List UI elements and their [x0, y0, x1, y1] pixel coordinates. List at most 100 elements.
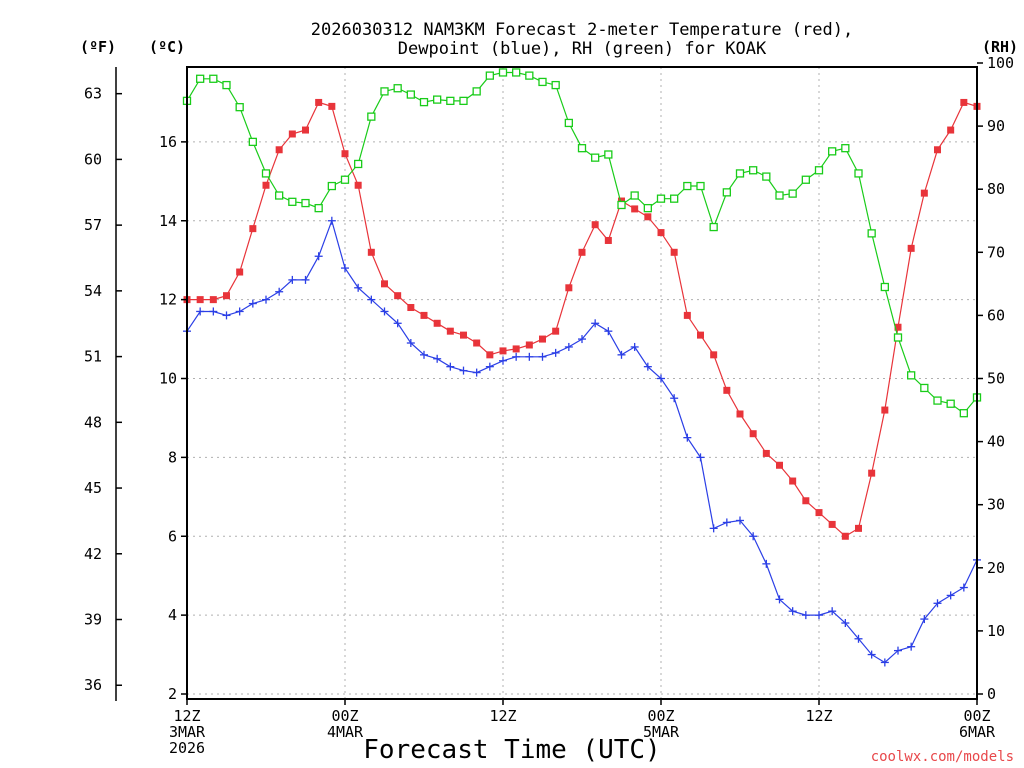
dewpoint-point — [196, 307, 205, 316]
dewpoint-point — [538, 352, 547, 361]
rh-point — [591, 153, 600, 162]
celsius-tick-label: 2 — [168, 685, 177, 703]
temperature-point — [394, 292, 402, 300]
temperature-point — [960, 98, 968, 106]
dewpoint-point — [683, 433, 692, 442]
rh-point — [564, 118, 573, 128]
rh-point — [933, 396, 942, 405]
temperature-point — [670, 248, 678, 256]
rh-point — [775, 191, 784, 200]
dewpoint-point — [709, 524, 718, 533]
rh-line — [186, 71, 978, 415]
dewpoint-point — [380, 307, 389, 316]
celsius-axis-unit: (ºC) — [149, 38, 185, 56]
dewpoint-line — [186, 218, 978, 664]
rh-point — [617, 200, 626, 210]
dewpoint-point — [946, 591, 955, 600]
temperature-point — [802, 497, 810, 505]
rh-point — [512, 68, 521, 77]
dewpoint-point — [564, 342, 573, 351]
rh-point — [670, 194, 679, 203]
rh-tick-label: 80 — [987, 180, 1005, 198]
x-axis-title: Forecast Time (UTC) — [363, 735, 660, 765]
x-tick-label: 00Z — [647, 707, 674, 725]
temperature-point — [631, 205, 639, 213]
temperature-point — [710, 351, 718, 359]
temperature-point — [249, 225, 257, 233]
dewpoint-point — [736, 516, 744, 525]
rh-point — [762, 172, 771, 181]
dewpoint-point — [420, 350, 428, 359]
temperature-point — [512, 345, 520, 353]
temperature-point — [776, 461, 783, 469]
rh-point — [446, 96, 455, 106]
rh-point — [709, 222, 718, 232]
temperature-point — [841, 532, 849, 540]
rh-point — [867, 229, 876, 238]
rh-point — [907, 371, 916, 380]
rh-tick-label: 70 — [987, 243, 1005, 261]
dewpoint-point — [472, 368, 481, 377]
rh-point — [630, 191, 639, 200]
dewpoint-point — [275, 287, 284, 296]
temperature-point — [275, 146, 283, 154]
fahrenheit-tick-label: 57 — [84, 216, 102, 234]
temperature-point — [328, 102, 336, 110]
dewpoint-point — [894, 646, 902, 655]
rh-point — [788, 189, 797, 198]
rh-point — [275, 191, 284, 200]
rh-point — [577, 144, 587, 153]
rh-point — [472, 87, 481, 96]
dewpoint-point — [209, 307, 218, 316]
celsius-tick-label: 6 — [168, 527, 177, 545]
gridlines — [187, 67, 977, 699]
dewpoint-point — [630, 342, 639, 351]
temperature-point — [697, 331, 704, 339]
axes: 2 4 6 8 10 12 14 16 36 39 42 45 48 51 54 57 60 63 0 10 20 30 4… — [84, 54, 1014, 757]
credit-link[interactable]: coolwx.com/models — [871, 749, 1014, 765]
temperature-line — [187, 101, 978, 538]
fahrenheit-tick-label: 60 — [84, 150, 102, 168]
celsius-tick-label: 8 — [168, 448, 177, 466]
dewpoint-point — [604, 327, 613, 336]
rh-point — [485, 71, 494, 80]
temperature-point — [473, 339, 481, 347]
temperature-point — [262, 181, 270, 189]
rh-point — [301, 198, 310, 208]
x-tick-label: 12Z — [173, 707, 200, 725]
dewpoint-point — [933, 599, 942, 608]
dewpoint-point — [341, 264, 349, 273]
dewpoint-point — [828, 607, 837, 616]
dewpoint-point — [235, 307, 244, 316]
rh-point — [235, 103, 244, 112]
temperature-point — [209, 296, 217, 304]
rh-point — [419, 97, 429, 107]
temperature-point — [486, 351, 494, 359]
temperature-point — [657, 229, 665, 237]
temperature-point — [196, 296, 204, 304]
temperature-point — [433, 319, 441, 327]
temperature-point — [762, 449, 770, 457]
temperature-point — [789, 477, 797, 485]
rh-tick-label: 50 — [987, 370, 1005, 388]
temperature-point — [302, 126, 309, 134]
rh-point — [261, 169, 271, 178]
fahrenheit-tick-label: 54 — [84, 282, 102, 300]
dewpoint-point — [788, 607, 797, 616]
rh-point — [498, 68, 508, 77]
dewpoint-point — [327, 216, 336, 225]
rh-point — [340, 175, 350, 184]
x-tick-label: 4MAR — [327, 723, 364, 741]
temperature-point — [920, 189, 928, 197]
dewpoint-point — [801, 611, 810, 620]
rh-point — [354, 159, 363, 169]
plot-frame — [186, 66, 978, 700]
rh-tick-label: 40 — [987, 433, 1005, 451]
celsius-tick-label: 10 — [159, 370, 177, 388]
fahrenheit-tick-label: 39 — [84, 611, 102, 629]
rh-point — [459, 96, 468, 106]
celsius-tick-label: 4 — [168, 606, 177, 624]
rh-point — [248, 137, 257, 147]
dewpoint-point — [433, 354, 442, 363]
dewpoint-point — [499, 356, 507, 365]
